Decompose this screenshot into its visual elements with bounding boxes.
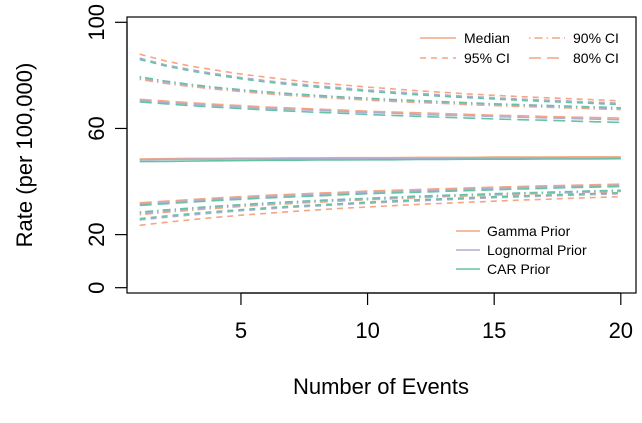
series-line-gamma-prior-95-ci xyxy=(139,53,621,102)
series-line-gamma-prior-90-ci xyxy=(139,78,621,111)
series-line-car-prior-95-ci xyxy=(139,58,621,106)
legend-label-lognormal-prior: Lognormal Prior xyxy=(487,242,587,258)
x-tick-label: 20 xyxy=(609,318,633,343)
legend-label-median: Median xyxy=(464,30,510,46)
series-lines xyxy=(139,53,621,227)
series-line-lognormal-prior-95-ci xyxy=(139,57,621,105)
series-line-car-prior-90-ci xyxy=(139,75,621,109)
x-tick-label: 10 xyxy=(355,318,379,343)
series-line-lognormal-prior-90-ci xyxy=(139,190,621,215)
y-axis-title: Rate (per 100,000) xyxy=(12,63,37,248)
x-tick-label: 5 xyxy=(235,318,247,343)
y-tick-label: 100 xyxy=(84,4,109,41)
series-line-gamma-prior-90-ci xyxy=(139,190,621,216)
axes: 5 10 15 20 0 20 60 100 xyxy=(84,4,633,343)
x-axis-title: Number of Events xyxy=(293,374,469,399)
legend-label-gamma-prior: Gamma Prior xyxy=(487,223,571,239)
legend-label-car-prior: CAR Prior xyxy=(487,261,550,277)
series-line-lognormal-prior-95-ci xyxy=(139,192,621,221)
series-line-car-prior-80-ci xyxy=(139,185,621,207)
series-line-car-prior-90-ci xyxy=(139,189,621,213)
series-line-gamma-prior-80-ci xyxy=(139,183,621,204)
legend-label-95-ci: 95% CI xyxy=(464,50,510,66)
series-line-car-prior-80-ci xyxy=(139,101,621,124)
y-tick-label: 60 xyxy=(84,116,109,140)
x-tick-label: 15 xyxy=(482,318,506,343)
y-tick-label: 20 xyxy=(84,222,109,246)
y-tick-label: 0 xyxy=(84,282,109,294)
legend-label-90-ci: 90% CI xyxy=(573,30,619,46)
legends: Median 95% CI 90% CI 80% CI Gamma Prior Logno… xyxy=(420,30,619,277)
series-line-lognormal-prior-80-ci xyxy=(139,184,621,205)
series-line-lognormal-prior-median xyxy=(139,157,621,161)
series-line-car-prior-95-ci xyxy=(139,191,621,220)
legend-priors: Gamma Prior Lognormal Prior CAR Prior xyxy=(456,223,587,277)
series-line-lognormal-prior-80-ci xyxy=(139,99,621,121)
series-line-gamma-prior-95-ci xyxy=(139,195,621,227)
legend-line-types: Median 95% CI 90% CI 80% CI xyxy=(420,30,619,66)
series-line-car-prior-median xyxy=(139,157,621,163)
series-line-gamma-prior-80-ci xyxy=(139,98,621,119)
legend-label-80-ci: 80% CI xyxy=(573,50,619,66)
